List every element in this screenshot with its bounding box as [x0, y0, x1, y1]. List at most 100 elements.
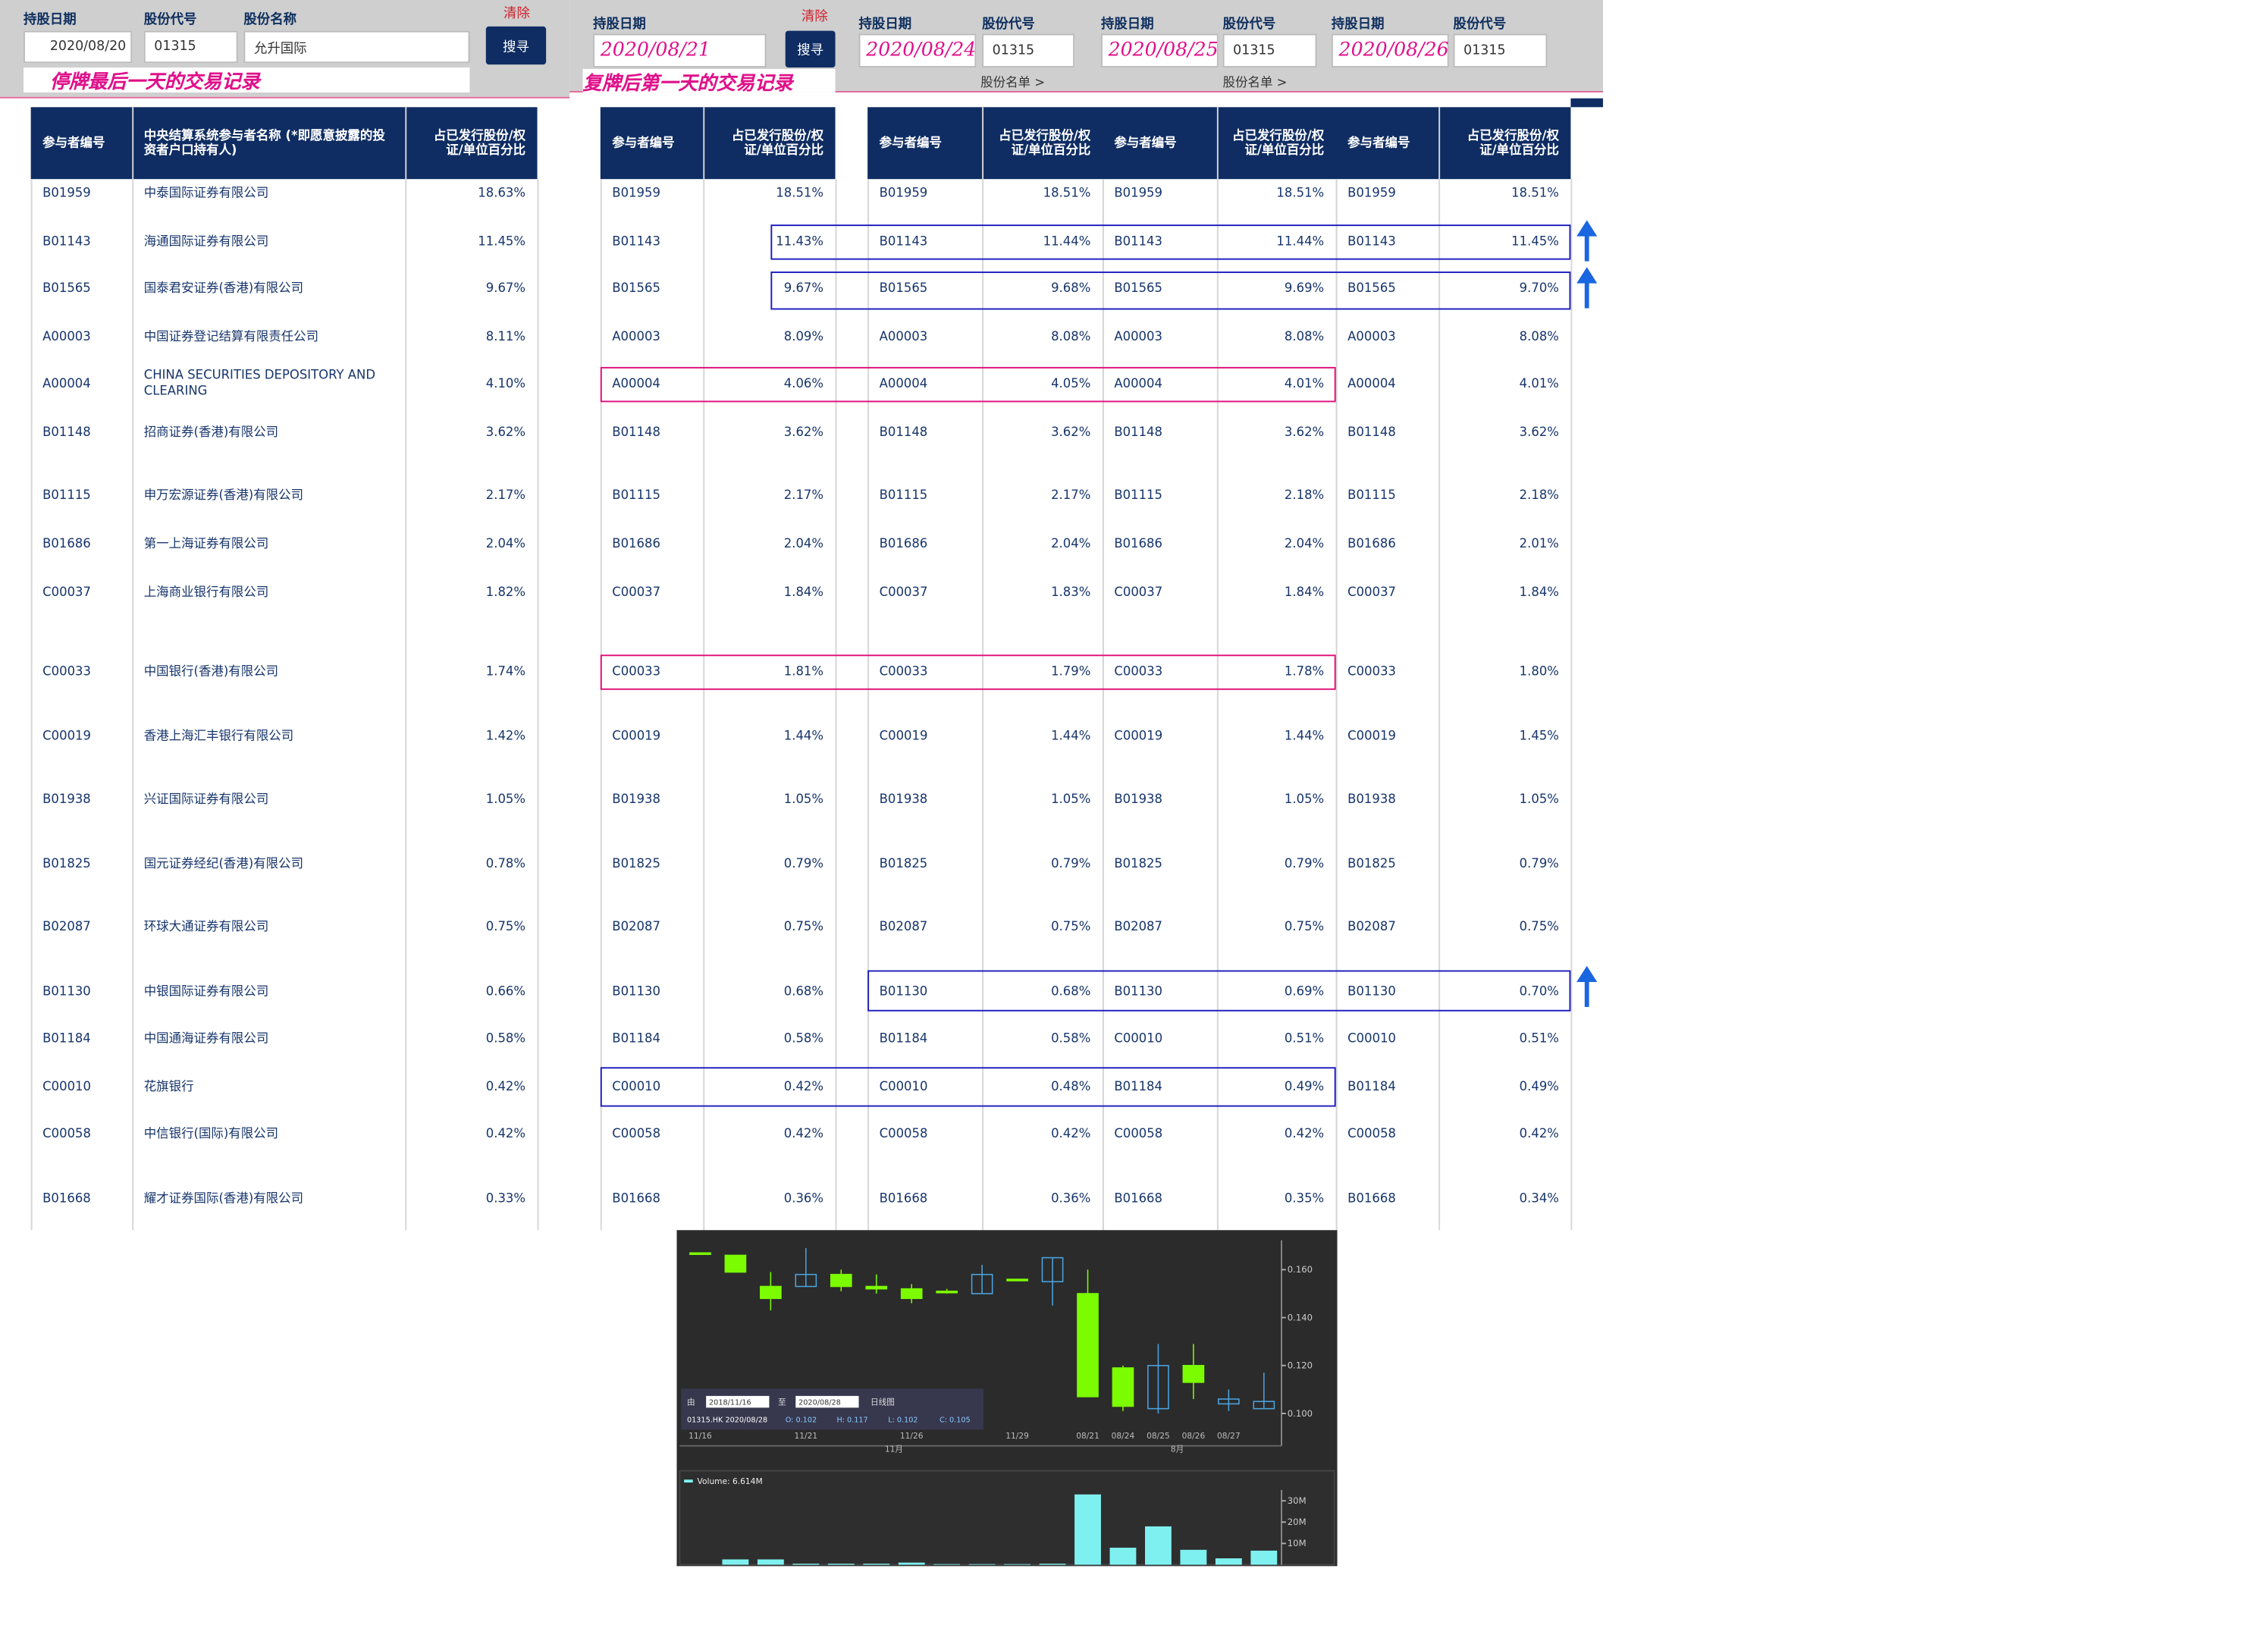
- table-header-bg: [30, 107, 538, 180]
- table-cell: 0.58%: [783, 1031, 824, 1046]
- link[interactable]: 股份名单 >: [1222, 76, 1288, 92]
- code-label: 股份代号: [1453, 17, 1507, 33]
- table-cell: 0.75%: [1284, 919, 1325, 935]
- table-cell: C00033: [879, 664, 928, 679]
- table-cell: B01115: [879, 488, 928, 503]
- table-cell: B02087: [1114, 919, 1163, 935]
- range-to: 2020/08/28: [798, 1398, 841, 1407]
- volume-bar: [933, 1564, 961, 1565]
- x-group-label: 8月: [1171, 1444, 1184, 1454]
- volume-bar: [1215, 1558, 1242, 1565]
- date-label: 持股日期: [1331, 17, 1385, 33]
- column-header: 参与者编号: [42, 136, 105, 151]
- table-cell: 0.75%: [1519, 919, 1559, 935]
- table-cell: 0.69%: [1284, 984, 1325, 999]
- table-cell: B01938: [42, 792, 91, 807]
- table-cell: C00019: [1114, 729, 1163, 744]
- x-tick-label: 11/21: [795, 1431, 818, 1441]
- table-cell: B01959: [1347, 185, 1396, 201]
- table-cell: 0.58%: [1051, 1031, 1091, 1046]
- table-cell: 0.68%: [783, 984, 824, 999]
- table-cell: 0.36%: [1051, 1191, 1091, 1206]
- table-cell: 1.80%: [1519, 664, 1559, 679]
- table-cell: 1.05%: [1051, 792, 1091, 807]
- table-cell: C00037: [42, 585, 91, 600]
- code: 01315: [1222, 33, 1317, 68]
- table-cell: B01565: [42, 281, 91, 296]
- table-cell: 海通国际证券有限公司: [143, 234, 269, 249]
- arrow-head: [1576, 220, 1598, 237]
- table-cell: B01143: [1347, 234, 1396, 249]
- table-cell: 0.79%: [1284, 856, 1325, 871]
- table-cell: B01143: [879, 234, 928, 249]
- table-cell: B01565: [1347, 281, 1396, 296]
- search[interactable]: 搜寻: [785, 30, 836, 68]
- table-cell: 2.17%: [485, 488, 526, 503]
- table-cell: B01130: [879, 984, 928, 999]
- table-cell: C00019: [879, 729, 928, 744]
- table-cell: 2.17%: [1051, 488, 1091, 503]
- table-cell: 2.17%: [783, 488, 824, 503]
- table-cell: 9.68%: [1051, 281, 1091, 296]
- table-cell: C00019: [42, 729, 91, 744]
- name: 允升国际: [243, 30, 470, 64]
- column-separator: [132, 107, 134, 1231]
- arrow-shaft: [1584, 281, 1589, 309]
- date-label: 持股日期: [593, 17, 646, 33]
- table-cell: C00058: [1114, 1126, 1163, 1142]
- up-arrow: [1576, 220, 1598, 262]
- candle-body: [689, 1252, 711, 1255]
- candle-body: [1041, 1257, 1064, 1282]
- table-cell: 8.08%: [1051, 329, 1091, 344]
- x-tick-label: 11/16: [689, 1431, 712, 1441]
- table-cell: B01938: [879, 792, 928, 807]
- table-cell: B01115: [42, 488, 91, 503]
- table-cell: B01184: [1114, 1079, 1163, 1095]
- table-cell: 11.44%: [1276, 234, 1325, 249]
- table-cell: 1.79%: [1051, 664, 1091, 679]
- date-input: [706, 1395, 770, 1408]
- highlight-box: [770, 271, 1571, 310]
- y-tick-label: 0.140: [1288, 1312, 1313, 1322]
- table-cell: B01959: [42, 185, 91, 201]
- table-cell: C00037: [879, 585, 928, 600]
- x-tick-label: 08/26: [1182, 1431, 1206, 1441]
- table-cell: C00037: [1114, 585, 1163, 600]
- table-cell: B01130: [1114, 984, 1163, 999]
- divider: [569, 91, 1604, 93]
- table-cell: B01130: [1347, 984, 1396, 999]
- ohlc: H: 0.117: [836, 1417, 867, 1425]
- table-cell: 环球大通证券有限公司: [143, 919, 269, 935]
- table-cell: 4.05%: [1051, 376, 1091, 391]
- column-separator: [30, 179, 33, 1231]
- table-cell: B02087: [612, 919, 660, 935]
- table-cell: A00003: [42, 329, 91, 344]
- table-cell: 1.74%: [485, 664, 526, 679]
- table-cell: B01825: [42, 856, 91, 871]
- table-cell: 2.04%: [485, 536, 526, 551]
- candle-body: [1147, 1364, 1169, 1410]
- table-cell: B02087: [879, 919, 928, 935]
- table-cell: B01565: [612, 281, 660, 296]
- candle-body: [760, 1285, 782, 1300]
- table-cell: 8.09%: [783, 329, 824, 344]
- arrow-head: [1576, 267, 1598, 284]
- column-separator: [867, 179, 870, 1231]
- table-cell: C00033: [1114, 664, 1163, 679]
- clear: 清除: [801, 10, 828, 25]
- table-cell: 中国银行(香港)有限公司: [143, 664, 279, 679]
- link[interactable]: 股份名单 >: [980, 76, 1046, 92]
- table-cell: 0.51%: [1284, 1031, 1325, 1046]
- table-cell: 0.75%: [783, 919, 824, 935]
- table-cell: CHINA SECURITIES DEPOSITORY AND CLEARING: [143, 368, 376, 400]
- date-input: [795, 1395, 859, 1408]
- table-cell: A00003: [612, 329, 660, 344]
- table-cell: 0.75%: [1051, 919, 1091, 935]
- table-cell: 11.45%: [478, 234, 526, 249]
- table-cell: B01686: [42, 536, 91, 551]
- table-cell: 8.11%: [485, 329, 526, 344]
- table-cell: 1.82%: [485, 585, 526, 600]
- table-cell: 1.44%: [783, 729, 824, 744]
- code-label: 股份代号: [1222, 17, 1276, 33]
- search[interactable]: 搜寻: [485, 26, 547, 65]
